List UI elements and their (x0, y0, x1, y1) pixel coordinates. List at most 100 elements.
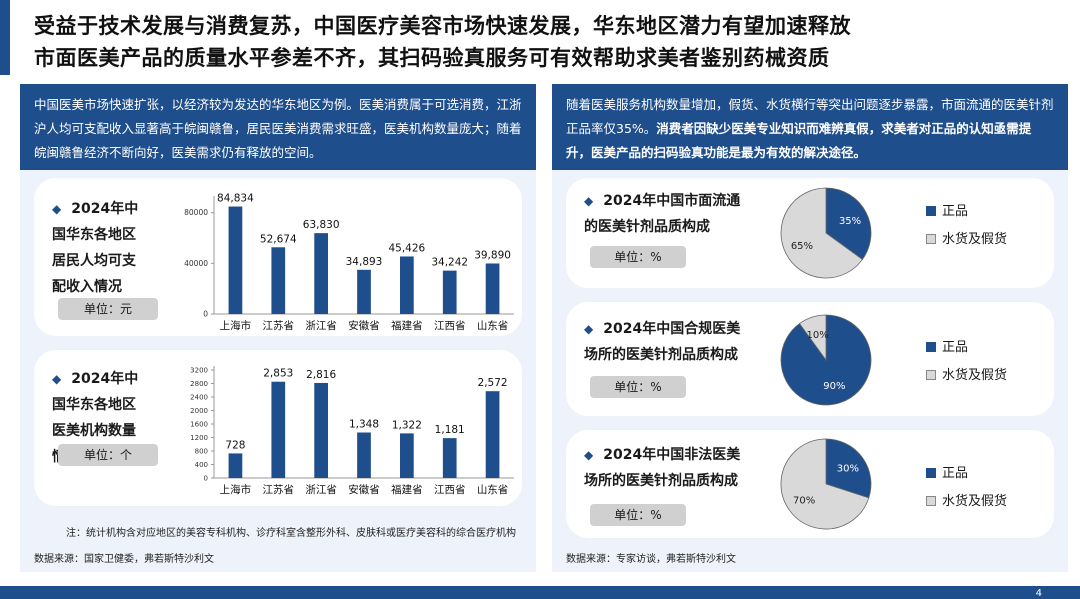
bar-value-label: 34,893 (346, 256, 383, 268)
bar (228, 206, 243, 314)
bar (314, 382, 328, 478)
right-intro-text: 随着医美服务机构数量增加，假货、水货横行等突出问题逐步暴露，市面流通的医美针剂正… (552, 84, 1068, 170)
x-tick-label: 山东省 (477, 319, 509, 332)
x-tick-label: 福建省 (391, 319, 423, 332)
y-tick-label: 80000 (184, 208, 208, 217)
bar (400, 433, 414, 478)
diamond-icon: ◆ (52, 372, 62, 386)
bar-value-label: 728 (225, 439, 245, 451)
page-title-line2: 市面医美产品的质量水平参差不齐，其扫码验真服务可有效帮助求美者鉴别药械资质 (34, 46, 830, 70)
bar (271, 247, 286, 314)
legend-fake-label: 水货及假货 (942, 494, 1008, 509)
pie-slice (825, 438, 872, 499)
legend-swatch-genuine (926, 342, 936, 352)
x-tick-label: 上海市 (220, 483, 252, 496)
bar-value-label: 1,322 (392, 419, 422, 431)
pie-card-market: ◆ 2024年中国市面流通的医美针剂品质构成 单位：% 35% 65% 正品 水货及… (566, 178, 1054, 288)
y-tick-label: 1200 (190, 434, 208, 442)
legend-item-fake: 水货及假货 (926, 364, 1007, 392)
y-tick-label: 0 (204, 475, 208, 483)
footnote: 注：统计机构含对应地区的美容专科机构、诊疗科室含整形外科、皮肤科或医疗美容科的综… (66, 528, 516, 539)
bar (442, 270, 457, 314)
legend-item-fake: 水货及假货 (926, 228, 1007, 256)
bar-value-label: 45,426 (388, 242, 425, 254)
x-tick-label: 江西省 (434, 319, 466, 332)
left-panel: 中国医美市场快速扩张，以经济较为发达的华东地区为例。医美消费属于可选消费，江浙沪… (20, 84, 536, 572)
legend-swatch-fake (926, 234, 936, 244)
y-tick-label: 1600 (190, 421, 208, 429)
legend-item-genuine: 正品 (926, 462, 1007, 490)
pie-card-compliant-title-text: 2024年中国合规医美场所的医美针剂品质构成 (584, 321, 741, 363)
pie-market-unit: 单位：% (590, 246, 686, 268)
bar (357, 432, 371, 478)
y-tick-label: 0 (203, 310, 208, 319)
pie-slice-label: 10% (807, 330, 829, 341)
diamond-icon: ◆ (52, 202, 62, 216)
pie-slice-label: 30% (837, 464, 859, 475)
pie-chart-illegal: 30% 70% (780, 438, 872, 530)
income-card: ◆ 2024年中国华东各地区居民人均可支配收入情况 单位：元 0 40000 8000… (34, 178, 522, 336)
x-tick-label: 江苏省 (263, 319, 295, 332)
income-card-title-text: 2024年中国华东各地区居民人均可支配收入情况 (52, 201, 139, 295)
footer-bar (0, 586, 1080, 599)
legend-swatch-fake (926, 496, 936, 506)
bar-value-label: 1,181 (435, 424, 465, 436)
legend-swatch-genuine (926, 468, 936, 478)
pie-slice-label: 65% (791, 241, 813, 252)
bar (314, 233, 328, 314)
legend-swatch-genuine (926, 206, 936, 216)
bar-value-label: 1,348 (349, 419, 379, 431)
y-tick-label: 2800 (190, 380, 208, 388)
bar (400, 256, 414, 314)
x-tick-label: 安徽省 (348, 319, 380, 332)
bar (271, 381, 286, 478)
left-source: 数据来源：国家卫健委，弗若斯特沙利文 (34, 554, 214, 565)
y-tick-label: 400 (195, 461, 208, 469)
income-bar-chart: 0 40000 80000 84,834 上海市 52,674 江苏省 63,830 浙江省 34… (184, 193, 514, 332)
x-tick-label: 山东省 (477, 483, 509, 496)
pie-chart-market: 35% 65% (780, 187, 872, 279)
pie-slice-label: 70% (793, 495, 815, 506)
bar-value-label: 2,572 (478, 377, 508, 389)
bar-value-label: 2,816 (306, 369, 336, 381)
x-tick-label: 浙江省 (305, 319, 337, 332)
pie-card-market-title: ◆ 2024年中国市面流通的医美针剂品质构成 (584, 188, 744, 240)
income-unit-label: 单位：元 (58, 298, 158, 320)
bar (228, 453, 243, 478)
pie-card-market-title-text: 2024年中国市面流通的医美针剂品质构成 (584, 193, 741, 235)
legend-swatch-fake (926, 370, 936, 380)
bar-value-label: 34,242 (431, 257, 468, 269)
legend-genuine-label: 正品 (942, 204, 969, 219)
pie-illegal-unit: 单位：% (590, 504, 686, 526)
pie-slice (825, 187, 872, 261)
pie-card-illegal: ◆ 2024年中国非法医美场所的医美针剂品质构成 单位：% 30% 70% 正品 水… (566, 430, 1054, 538)
pie-compliant-unit: 单位：% (590, 376, 686, 398)
legend-fake-label: 水货及假货 (942, 368, 1008, 383)
pie-compliant-legend: 正品 水货及假货 (926, 336, 1007, 392)
pie-chart-compliant: 90% 10% (780, 314, 872, 406)
y-tick-label: 2000 (190, 407, 208, 415)
legend-item-fake: 水货及假货 (926, 490, 1007, 518)
bar-value-label: 84,834 (217, 193, 254, 205)
bar-value-label: 52,674 (260, 233, 297, 245)
right-intro-part1: 随着医美服务机构数量增加，假货、水货横行等突出问题逐步暴露，市面流通的医美针剂正… (566, 97, 1054, 136)
pie-market-legend: 正品 水货及假货 (926, 200, 1007, 256)
bar (485, 263, 500, 314)
legend-item-genuine: 正品 (926, 200, 1007, 228)
institutions-bar-chart: 0 400 800 1200 1600 2000 2400 2800 3200 728 上海市 2,8… (190, 366, 514, 496)
legend-fake-label: 水货及假货 (942, 232, 1008, 247)
pie-card-illegal-title: ◆ 2024年中国非法医美场所的医美针剂品质构成 (584, 442, 744, 494)
pie-slice (780, 438, 870, 530)
diamond-icon: ◆ (584, 448, 594, 462)
x-tick-label: 江苏省 (263, 483, 295, 496)
right-source: 数据来源：专家访谈，弗若斯特沙利文 (566, 554, 736, 565)
diamond-icon: ◆ (584, 194, 594, 208)
right-intro-part2: 消费者因缺少医美专业知识而难辨真假，求美者对正品的认知亟需提升，医美产品的扫码验… (566, 121, 1032, 160)
bar-value-label: 2,853 (263, 368, 293, 380)
left-intro-text: 中国医美市场快速扩张，以经济较为发达的华东地区为例。医美消费属于可选消费，江浙沪… (20, 84, 536, 170)
legend-item-genuine: 正品 (926, 336, 1007, 364)
bar (442, 438, 457, 478)
legend-genuine-label: 正品 (942, 466, 969, 481)
y-tick-label: 2400 (190, 394, 208, 402)
